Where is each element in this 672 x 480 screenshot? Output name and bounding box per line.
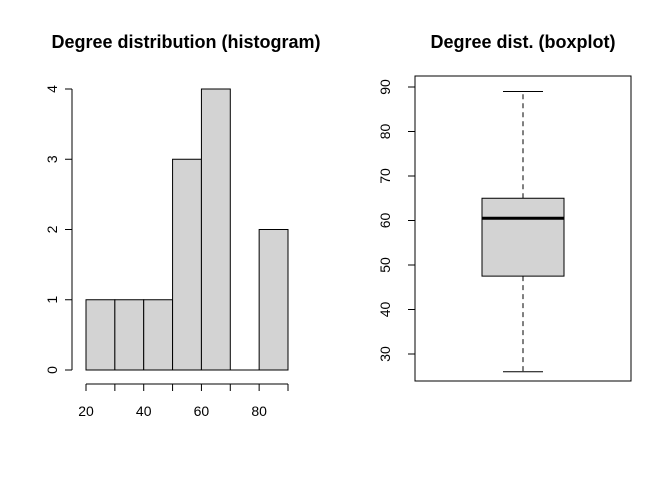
histogram-y-tick-label: 2: [44, 225, 60, 233]
boxplot-y-axis: 30 40 50 60 70 80 90: [377, 79, 416, 362]
boxplot-y-tick-label: 70: [377, 168, 393, 184]
histogram-title: Degree distribution (histogram): [51, 32, 320, 52]
boxplot-panel: Degree dist. (boxplot) 30 40 50 60 70 80 90: [377, 32, 632, 382]
boxplot-y-tick-label: 40: [377, 302, 393, 318]
histogram-bars: [85, 88, 289, 371]
histogram-x-tick-label: 80: [251, 403, 267, 419]
histogram-y-tick-label: 4: [44, 85, 60, 93]
boxplot-marks: [481, 90, 565, 373]
boxplot-box: [481, 197, 565, 277]
boxplot-y-tick-label: 30: [377, 346, 393, 362]
histogram-bar: [258, 229, 289, 371]
boxplot-y-tick-label: 90: [377, 79, 393, 95]
boxplot-y-tick-label: 60: [377, 213, 393, 229]
boxplot-y-tick-label: 50: [377, 257, 393, 273]
histogram-bar: [200, 88, 231, 371]
boxplot-title: Degree dist. (boxplot): [430, 32, 615, 52]
histogram-x-tick-label: 40: [136, 403, 152, 419]
histogram-bar: [172, 158, 202, 371]
histogram-x-tick-label: 20: [78, 403, 94, 419]
histogram-y-tick-label: 0: [44, 366, 60, 374]
histogram-y-axis: 0 1 2 3 4: [44, 85, 73, 374]
histogram-bar: [114, 299, 145, 371]
histogram-panel: Degree distribution (histogram) 20 40 60 80…: [44, 32, 321, 419]
histogram-bar: [85, 299, 116, 371]
histogram-x-tick-label: 60: [194, 403, 210, 419]
histogram-y-tick-label: 3: [44, 155, 60, 163]
histogram-y-tick-label: 1: [44, 296, 60, 304]
histogram-bar: [143, 299, 174, 371]
histogram-x-axis: 20 40 60 80: [78, 383, 289, 419]
boxplot-y-tick-label: 80: [377, 124, 393, 140]
